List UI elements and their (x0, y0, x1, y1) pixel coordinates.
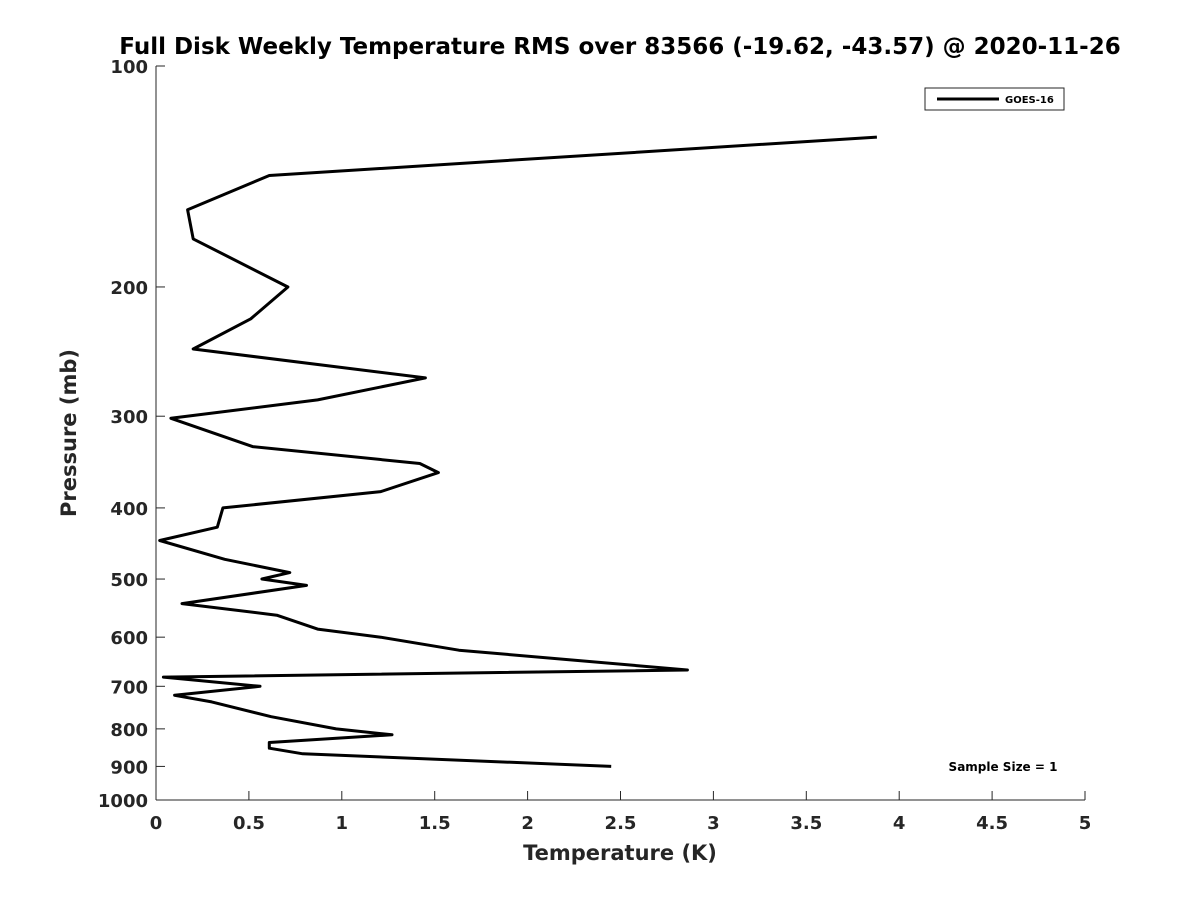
x-axis-label: Temperature (K) (523, 841, 717, 865)
y-tick-label: 800 (110, 720, 148, 741)
x-tick-label: 3 (707, 813, 720, 834)
legend: GOES-16 (924, 87, 1065, 111)
x-tick-label: 3.5 (790, 813, 822, 834)
y-tick-label: 1000 (98, 791, 148, 812)
y-tick-label: 300 (110, 407, 148, 428)
x-tick-label: 0.5 (233, 813, 265, 834)
axes: 0 0.5 1 1.5 2 2.5 3 3.5 4 4.5 5 100 200 300 400 500 600 7… (98, 57, 1091, 834)
series-line-goes-16 (158, 135, 877, 768)
y-tick-label: 700 (110, 677, 148, 698)
y-tick-label: 200 (110, 278, 148, 299)
x-tick-label: 4.5 (976, 813, 1008, 834)
x-tick-label: 2 (521, 813, 534, 834)
x-tick-label: 2.5 (605, 813, 637, 834)
legend-entry-label: GOES-16 (1005, 95, 1054, 106)
y-tick-label: 600 (110, 628, 148, 649)
plot-area (158, 135, 877, 768)
chart-title: Full Disk Weekly Temperature RMS over 83… (119, 34, 1121, 60)
x-tick-label: 1.5 (419, 813, 451, 834)
x-tick-label: 4 (893, 813, 906, 834)
y-tick-label: 100 (110, 57, 148, 78)
y-axis-label: Pressure (mb) (57, 349, 81, 517)
x-tick-label: 0 (150, 813, 163, 834)
y-tick-label: 400 (110, 499, 148, 520)
y-tick-label: 900 (110, 757, 148, 778)
x-tick-label: 5 (1079, 813, 1092, 834)
y-tick-label: 500 (110, 570, 148, 591)
sample-size-annotation: Sample Size = 1 (949, 760, 1058, 774)
x-tick-label: 1 (336, 813, 349, 834)
